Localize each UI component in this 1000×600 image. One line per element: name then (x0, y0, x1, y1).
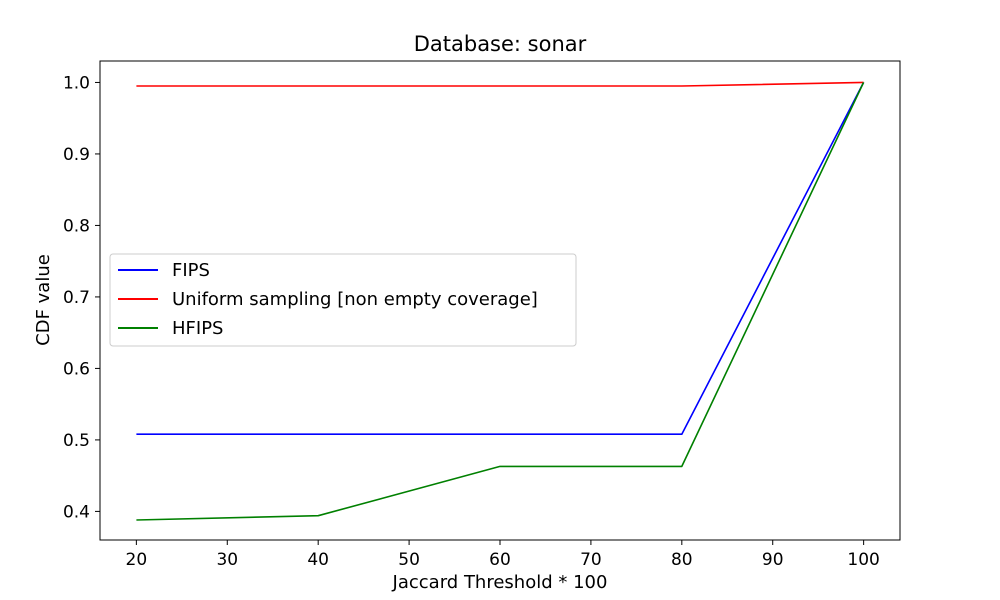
x-axis: 20 30 40 50 60 70 80 90 100 (126, 540, 880, 570)
x-tick-label: 60 (489, 550, 511, 570)
series-line-uniform-sampling-non-empty-coverage (136, 81, 864, 87)
x-tick-label: 20 (126, 550, 148, 570)
x-tick-label: 30 (216, 550, 238, 570)
series-layer (136, 81, 865, 521)
x-tick-label: 100 (847, 550, 879, 570)
y-tick-label: 0.4 (63, 502, 90, 522)
x-tick-label: 40 (307, 550, 329, 570)
y-tick-label: 0.9 (63, 145, 90, 165)
x-tick-label: 50 (398, 550, 420, 570)
series-line-hfips (136, 82, 865, 521)
chart-title: Database: sonar (414, 32, 587, 56)
legend: FIPS Uniform sampling [non empty coverage… (109, 253, 577, 347)
x-axis-label: Jaccard Threshold * 100 (392, 572, 608, 593)
x-tick-label: 90 (762, 550, 784, 570)
y-axis: 0.4 0.5 0.6 0.7 0.8 0.9 1.0 (63, 73, 100, 522)
y-tick-label: 0.5 (63, 431, 90, 451)
legend-label: FIPS (172, 260, 210, 281)
y-tick-label: 1.0 (63, 73, 90, 93)
legend-box (109, 253, 577, 347)
y-tick-label: 0.8 (63, 216, 90, 236)
x-tick-label: 70 (580, 550, 602, 570)
y-tick-label: 0.7 (63, 288, 90, 308)
legend-label: HFIPS (172, 318, 223, 339)
y-tick-label: 0.6 (63, 359, 90, 379)
legend-label: Uniform sampling [non empty coverage] (172, 289, 538, 310)
y-axis-label: CDF value (33, 254, 54, 346)
series-line-fips (136, 82, 865, 436)
x-tick-label: 80 (671, 550, 693, 570)
